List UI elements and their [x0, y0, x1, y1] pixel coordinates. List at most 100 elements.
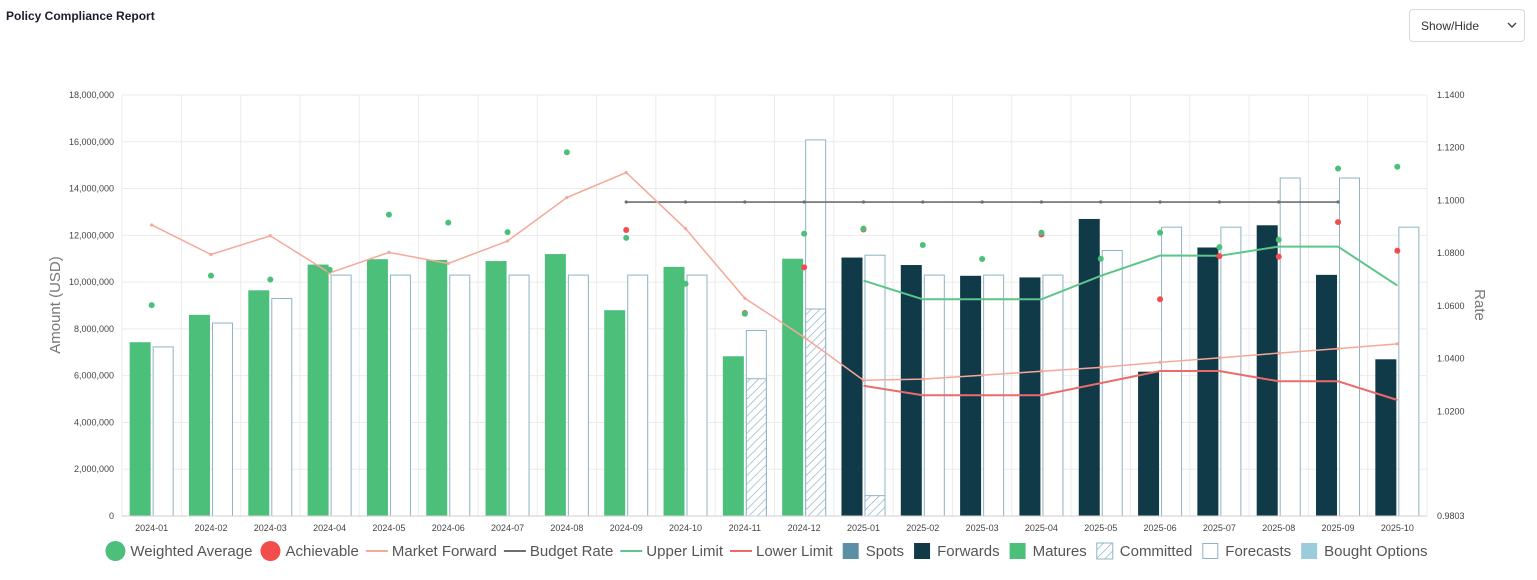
budget-rate-line-marker — [802, 200, 806, 204]
weighted-average-point — [445, 219, 452, 226]
weighted-average-point — [801, 230, 808, 237]
achievable-point — [1335, 219, 1342, 226]
hedged-bar — [366, 259, 388, 516]
hedged-bar — [1197, 247, 1219, 517]
weighted-average-point — [860, 225, 867, 232]
x-tick-label: 2025-09 — [1322, 523, 1355, 533]
weighted-average-point — [682, 280, 689, 287]
market-forward-line-marker — [743, 296, 747, 300]
legend-item-achievable: Achievable — [260, 541, 359, 561]
forecast-bar — [567, 274, 589, 517]
lower-limit-line — [863, 370, 1398, 401]
hedged-bar — [663, 266, 685, 516]
forecast-bar — [389, 274, 411, 517]
legend-label: Forwards — [937, 543, 1000, 560]
budget-rate-line-marker — [683, 200, 688, 204]
legend-item-forecasts: Forecasts — [1202, 543, 1291, 560]
market-forward-line — [151, 171, 1398, 381]
y-tick-label: 2,000,000 — [74, 464, 114, 474]
legend-label: Weighted Average — [130, 543, 252, 560]
hedged-bar — [900, 265, 922, 516]
x-tick-label: 2024-06 — [432, 523, 465, 533]
legend-label: Committed — [1120, 543, 1193, 560]
x-tick-label: 2024-10 — [669, 523, 702, 533]
legend-item-budget-rate: Budget Rate — [503, 543, 613, 560]
hedged-bar — [841, 257, 863, 516]
y-tick-label: 6,000,000 — [74, 371, 114, 381]
hedged-bar — [1375, 359, 1397, 516]
forecast-bar — [449, 274, 471, 517]
forecast-bar — [1398, 226, 1420, 517]
x-tick-label: 2025-06 — [1144, 523, 1177, 533]
forecast-bar — [1101, 250, 1123, 517]
budget-rate-line-marker — [743, 200, 747, 204]
x-tick-label: 2025-04 — [1025, 523, 1058, 533]
x-tick-label: 2025-05 — [1084, 523, 1117, 533]
x-tick-label: 2025-10 — [1381, 523, 1414, 533]
market-forward-line-marker — [921, 377, 925, 381]
weighted-average-point — [207, 272, 214, 279]
legend-item-spots: Spots — [842, 543, 904, 560]
y-tick-label: 8,000,000 — [74, 324, 114, 334]
market-forward-line-marker — [505, 239, 510, 243]
market-forward-line-marker — [1099, 365, 1103, 369]
legend-item-committed: Committed — [1096, 542, 1193, 560]
y2-tick-label: 1.0200 — [1437, 406, 1465, 416]
market-forward-line-marker — [1395, 342, 1399, 346]
hedged-bar — [307, 264, 329, 516]
weighted-average-point — [1216, 244, 1223, 251]
legend-label: Matures — [1033, 543, 1087, 560]
x-tick-label: 2025-08 — [1262, 523, 1295, 533]
achievable-point — [1275, 253, 1282, 260]
market-forward-line-marker — [1336, 347, 1340, 351]
forecast-bar — [627, 274, 649, 517]
weighted-average-point — [1335, 165, 1342, 172]
legend-label: Lower Limit — [756, 543, 834, 560]
y-tick-label: 4,000,000 — [74, 417, 114, 427]
weighted-average-point — [504, 229, 511, 236]
upper-limit-line — [863, 245, 1398, 301]
weighted-average-point — [741, 310, 748, 317]
budget-rate-line-marker — [921, 200, 925, 204]
legend-item-market-forward: Market Forward — [365, 543, 497, 560]
y-tick-label: 10,000,000 — [69, 277, 114, 287]
committed-bar — [864, 495, 886, 517]
x-tick-label: 2025-03 — [966, 523, 999, 533]
y-tick-label: 16,000,000 — [69, 137, 114, 147]
forecast-bar — [1042, 274, 1064, 517]
achievable-point — [623, 226, 630, 233]
legend-marker — [260, 541, 281, 561]
budget-rate-line-marker — [1039, 200, 1044, 204]
forecast-bar — [508, 274, 530, 517]
budget-rate-line-marker — [861, 200, 866, 204]
hedged-bar — [1019, 277, 1041, 516]
forecast-bar — [211, 322, 233, 517]
hedged-bar — [426, 259, 448, 516]
hedged-bar — [1138, 371, 1160, 516]
hedged-bar — [248, 290, 270, 516]
forecast-bar — [271, 297, 293, 517]
legend-marker — [1096, 542, 1114, 560]
show-hide-dropdown[interactable]: Show/Hide — [1409, 9, 1525, 42]
rate-lines — [150, 170, 1399, 401]
x-tick-label: 2025-07 — [1203, 523, 1236, 533]
budget-rate-line-marker — [1099, 200, 1103, 204]
hedged-bar — [544, 254, 566, 517]
hedged-bar — [1316, 274, 1338, 516]
hedged-bar — [782, 258, 804, 516]
budget-rate-line-marker — [1217, 200, 1221, 204]
x-tick-label: 2024-11 — [729, 523, 761, 533]
y2-tick-label: 1.0600 — [1437, 301, 1465, 311]
weighted-average-point — [1038, 229, 1045, 236]
market-forward-line-marker — [624, 170, 628, 175]
weighted-average-point — [623, 234, 630, 241]
market-forward-line-marker — [1039, 369, 1044, 373]
budget-rate-line-marker — [1158, 200, 1162, 204]
forecast-bar — [152, 346, 174, 517]
market-forward-line-marker — [1158, 360, 1162, 364]
market-forward-line-marker — [150, 223, 154, 227]
legend-marker — [1009, 543, 1026, 559]
legend-label: Upper Limit — [646, 543, 724, 560]
hedged-bar — [722, 356, 744, 516]
x-tick-label: 2024-12 — [788, 523, 821, 533]
